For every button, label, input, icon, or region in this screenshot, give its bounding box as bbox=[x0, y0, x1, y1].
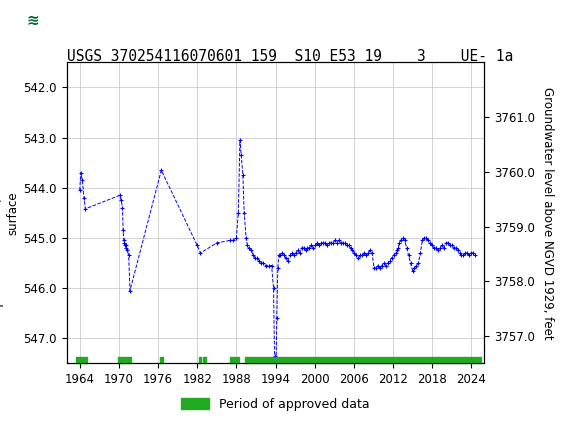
Y-axis label: Depth to water level, feet below land
surface: Depth to water level, feet below land su… bbox=[0, 103, 19, 323]
Text: ≋: ≋ bbox=[27, 12, 39, 28]
Y-axis label: Groundwater level above NGVD 1929, feet: Groundwater level above NGVD 1929, feet bbox=[541, 86, 553, 339]
Legend: Period of approved data: Period of approved data bbox=[176, 393, 375, 416]
Text: USGS: USGS bbox=[66, 11, 121, 29]
FancyBboxPatch shape bbox=[7, 5, 59, 35]
Text: USGS 370254116070601 159  S10 E53 19    3    UE- 1a: USGS 370254116070601 159 S10 E53 19 3 UE… bbox=[67, 49, 513, 64]
